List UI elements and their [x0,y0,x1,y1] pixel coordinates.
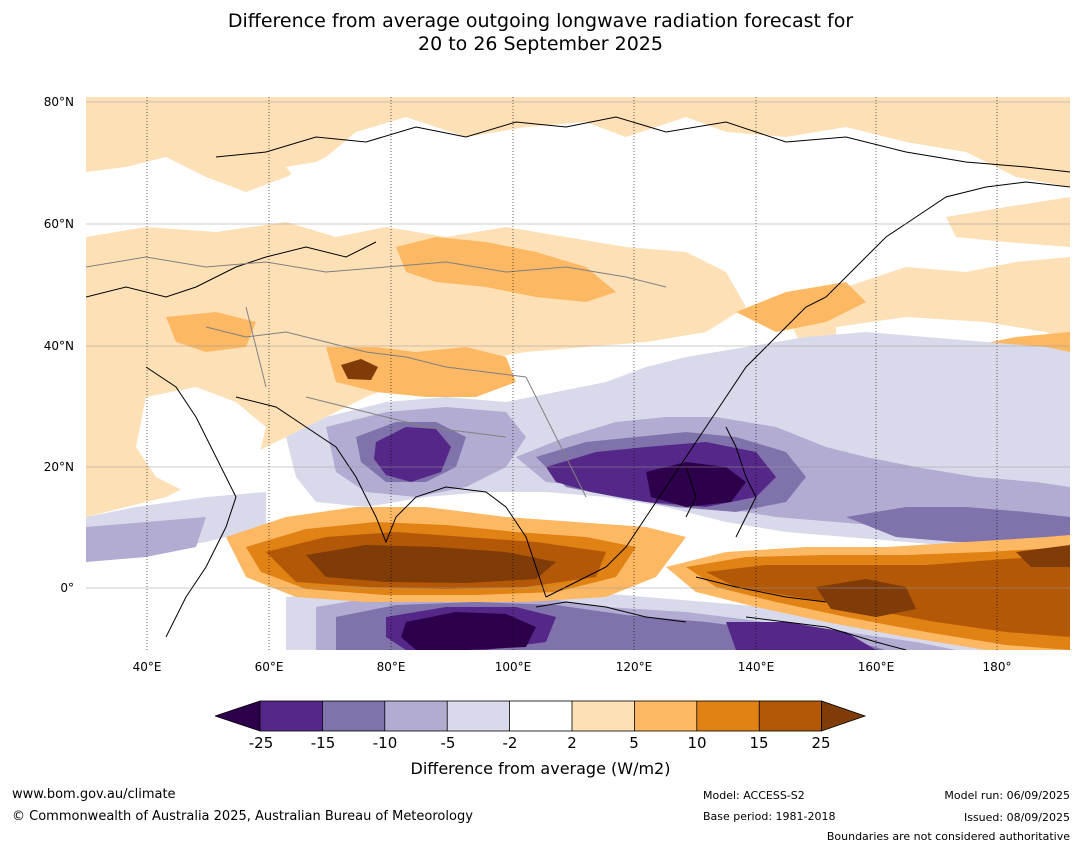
neutral-region-north [286,157,886,297]
colorbar-over-arrow [821,700,867,732]
anomaly-region-siberia-orange [396,237,616,302]
longitude-label-80e: 80°E [376,660,406,674]
colorbar-tick: 2 [567,734,577,752]
longitude-label-120e: 120°E [615,660,653,674]
anomaly-region-tibet-orange [326,347,516,397]
disclaimer-text: Boundaries are not considered authoritat… [826,830,1070,843]
title-line-2: 20 to 26 September 2025 [418,33,663,55]
country-borders [86,256,667,498]
anomaly-region-tibet-darkest-brown [341,359,378,380]
copyright-text: © Commonwealth of Australia 2025, Austra… [12,809,473,824]
neutral-region-arabia [136,387,266,492]
model-run-text: Model run: 06/09/2025 [944,789,1070,802]
longitude-label-160e: 160°E [857,660,895,674]
colorbar-bin-7 [634,701,697,731]
colorbar-tick: 5 [629,734,639,752]
colorbar-tick: -25 [248,734,274,752]
coastlines [86,116,1070,650]
colorbar-under-arrow [215,700,261,732]
colorbar [215,700,867,732]
anomaly-region-west-mid-purple [86,517,206,562]
colorbar-tick: -10 [372,734,398,752]
colorbar-bin-9 [759,701,822,731]
anomaly-region-caspian-orange [166,312,256,352]
colorbar-bin-6 [572,701,635,731]
colorbar-bin-1 [260,701,323,731]
anomaly-region-philippine-sea-darkest-purple [646,462,746,507]
anomaly-map [86,97,1070,650]
colorbar-tick: -5 [440,734,456,752]
anomaly-region-north-light-orange [86,97,1070,192]
anomaly-region-bay-of-bengal-dark-purple [374,427,451,482]
gridlines [146,97,998,650]
model-text: Model: ACCESS-S2 [703,789,805,802]
colorbar-bin-4 [447,701,510,731]
colorbar-bin-2 [322,701,385,731]
colorbar-bin-3 [384,701,448,731]
anomaly-region-pacific-darkest-brown [816,579,916,617]
anomaly-region-indian-ocean-darkest-brown [306,545,556,583]
longitude-label-140e: 140°E [737,660,775,674]
map-panel [86,97,1070,650]
latitude-label-40n: 40°N [43,339,74,353]
website-link[interactable]: www.bom.gov.au/climate [12,787,176,802]
colorbar-bin-5 [509,701,572,731]
longitude-label-100e: 100°E [494,660,532,674]
longitude-label-40e: 40°E [132,660,162,674]
chart-title: Difference from average outgoing longwav… [0,10,1081,56]
colorbar-tick: 15 [749,734,769,752]
anomaly-region-east-dark-purple [726,622,876,650]
anomaly-region-west-pacific-purple [846,507,1070,542]
latitude-label-0: 0° [60,581,74,595]
colorbar-tick: 25 [811,734,831,752]
anomaly-region-south-darkest-purple [401,612,536,650]
title-line-1: Difference from average outgoing longwav… [227,10,854,32]
anomaly-region-east-darkest-brown [1016,545,1070,567]
colorbar-label: Difference from average (W/m2) [410,759,671,778]
latitude-label-80n: 80°N [43,95,74,109]
colorbar-tick: -15 [310,734,336,752]
latitude-gridlines [86,101,1070,589]
colorbar-bin-8 [696,701,760,731]
anomaly-region-east-light-orange [946,197,1070,247]
colorbar-tick: 10 [687,734,707,752]
longitude-label-60e: 60°E [254,660,284,674]
colorbar-tick: -2 [502,734,518,752]
latitude-label-60n: 60°N [43,217,74,231]
issued-text: Issued: 08/09/2025 [963,811,1070,824]
base-period-text: Base period: 1981-2018 [703,810,836,823]
latitude-label-20n: 20°N [43,460,74,474]
anomaly-region-japan-orange [736,282,866,332]
longitude-label-180: 180° [982,660,1012,674]
